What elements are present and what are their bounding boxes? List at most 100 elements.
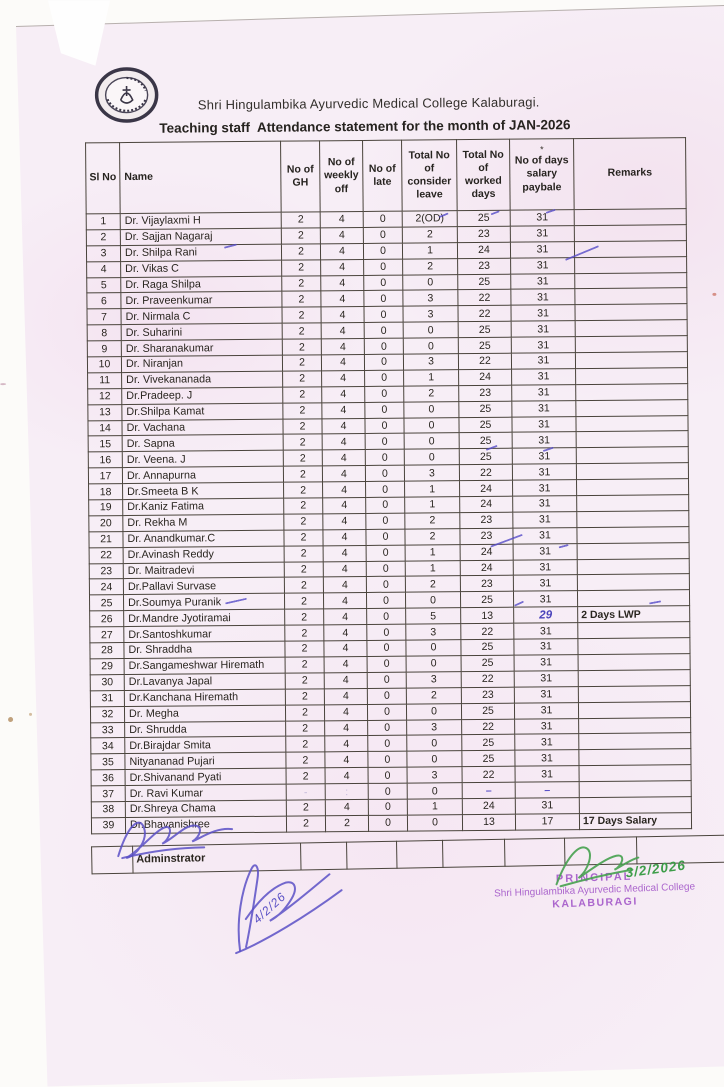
cell-remarks [575, 367, 688, 385]
cell-name: Dr. Suharini [121, 323, 283, 341]
cell-remarks [575, 399, 688, 417]
cell-gh: 2 [285, 704, 325, 721]
cell-weekly: 4 [324, 656, 368, 673]
cell-sl: 17 [88, 467, 123, 485]
cell-leave: 0 [403, 321, 459, 339]
cell-weekly: 4 [325, 767, 369, 784]
cell-name: Dr. Praveenkumar [120, 291, 282, 309]
cell-late: 0 [364, 354, 404, 371]
cell-late: 0 [368, 799, 408, 816]
cell-remarks [574, 224, 687, 242]
cell-weekly: 4 [321, 418, 366, 435]
cell-weekly: 4 [321, 322, 365, 339]
cell-name: Dr. Raga Shilpa [120, 275, 282, 294]
cell-salary: 31 [512, 463, 577, 481]
cell-gh: 2 [286, 767, 326, 785]
cell-name: Dr.Pradeep. J [121, 386, 283, 405]
cell-remarks [575, 383, 688, 401]
cell-salary: 31 [511, 352, 576, 370]
cell-sl: 37 [91, 785, 126, 802]
cell-gh: 2 [281, 259, 321, 276]
cell-salary: 31 [514, 718, 579, 735]
cell-gh: 2 [281, 211, 321, 229]
cell-sl: 15 [88, 436, 123, 453]
cell-remarks [576, 462, 689, 480]
cell-worked: 23 [461, 686, 515, 704]
cell-name: Dr. Maitradevi [123, 561, 285, 580]
cell-gh: 2 [284, 609, 324, 626]
cell-remarks [579, 764, 692, 782]
cell-remarks [578, 733, 691, 750]
header-remarks: Remarks [573, 137, 687, 210]
cell-name: Dr. Annapurna [122, 466, 284, 484]
cell-remarks [576, 431, 689, 448]
cell-worked: 24 [462, 798, 516, 815]
cell-late: 0 [367, 703, 407, 720]
cell-gh: 2 [281, 291, 321, 308]
cell-gh: 2 [282, 418, 323, 435]
cell-weekly: 4 [322, 465, 366, 482]
cell-salary: 29 [513, 606, 578, 624]
cell-name: Dr.Soumya Puranik [123, 593, 285, 611]
cell-name: Dr. Vachana [121, 418, 284, 437]
cell-sl: 30 [90, 674, 125, 691]
cell-name: Nityananad Pujari [124, 752, 287, 770]
cell-weekly: 4 [320, 306, 365, 324]
cell-leave: 0 [403, 417, 460, 434]
cell-gh: 2 [285, 720, 325, 737]
cell-weekly: 4 [324, 751, 369, 768]
cell-worked: 25 [461, 734, 515, 751]
cell-late: 0 [363, 211, 403, 228]
cell-gh: 2 [285, 736, 325, 753]
cell-late: 0 [367, 719, 407, 736]
cell-worked: 22 [462, 766, 516, 783]
cell-remarks [578, 701, 691, 719]
cell-salary: 31 [511, 400, 576, 417]
cell-sl: 28 [89, 642, 125, 659]
cell-gh: 2 [285, 752, 326, 769]
cell-salary: 31 [515, 797, 580, 815]
cell-name: Dr. Shrudda [124, 720, 286, 738]
cell-weekly: 4 [324, 704, 368, 721]
cell-weekly: 4 [320, 275, 364, 292]
cell-name: Dr. Niranjan [121, 355, 283, 373]
cell-late: 0 [364, 385, 404, 403]
cell-weekly: 4 [322, 497, 366, 514]
cell-leave: 0 [407, 814, 463, 831]
cell-late: 0 [366, 560, 406, 577]
cell-weekly: 4 [322, 433, 366, 451]
cell-worked: 25 [459, 432, 513, 449]
header-salary-payable: No of days salary paybale [509, 138, 575, 211]
cell-gh: 2 [284, 561, 324, 578]
cell-remarks [574, 272, 687, 290]
cell-late: 0 [367, 656, 407, 673]
cell-late: 0 [368, 767, 408, 784]
cell-late: 0 [367, 671, 407, 689]
cell-name: Dr.Shivanand Pyati [125, 768, 287, 786]
college-seal-logo [94, 67, 159, 123]
cell-name: Dr. Sajjan Nagaraj [120, 228, 282, 246]
cell-late: 0 [366, 544, 406, 562]
cell-leave: 0 [406, 735, 462, 752]
cell-gh: 2 [282, 338, 322, 356]
header-name: Name [119, 141, 282, 214]
cell-late: 0 [365, 433, 405, 450]
cell-gh: 2 [281, 243, 321, 260]
cell-salary: 31 [513, 638, 579, 656]
cell-sl: 20 [88, 515, 123, 532]
cell-name: Dr. Sapna [122, 434, 284, 452]
footer-empty-cell [396, 840, 443, 869]
cell-remarks [578, 669, 691, 687]
cell-worked: 25 [457, 273, 511, 291]
cell-worked: 24 [460, 559, 514, 577]
cell-name: Dr. Nirmala C [120, 307, 283, 325]
cell-remarks [578, 717, 691, 734]
cell-weekly: 4 [321, 402, 365, 419]
cell-late: 0 [364, 417, 405, 434]
cell-sl: 25 [89, 594, 124, 612]
cell-remarks [577, 590, 690, 607]
cell-sl: 14 [87, 420, 123, 437]
cell-worked: 22 [460, 623, 514, 640]
cell-remarks [576, 478, 689, 496]
cell-sl: 33 [90, 722, 125, 739]
